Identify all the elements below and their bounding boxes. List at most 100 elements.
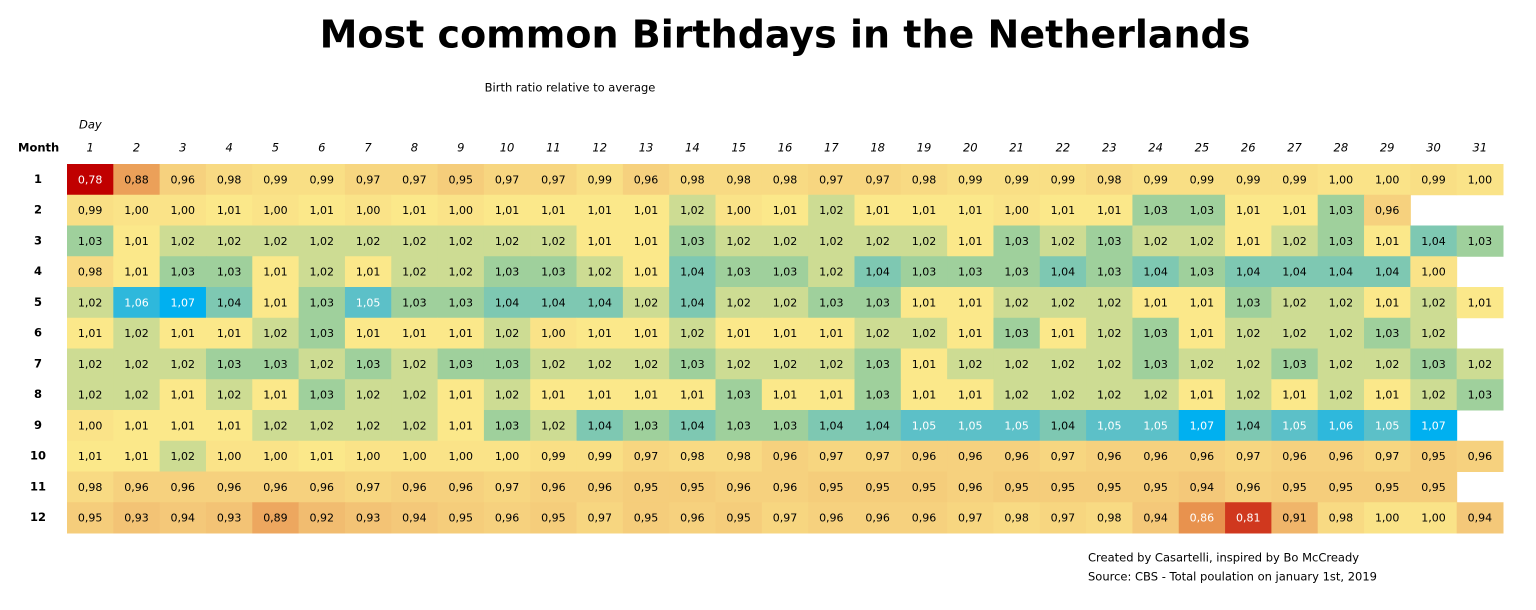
value-label: 1,01: [634, 327, 659, 340]
heatmap-cell: [993, 440, 1041, 472]
heatmap-cell: [1456, 440, 1504, 472]
heatmap-cell: [159, 164, 207, 196]
value-label: 1,02: [1190, 358, 1215, 371]
heatmap-cell: [1410, 348, 1458, 380]
heatmap-cell: [205, 471, 253, 503]
heatmap-cell: [1225, 194, 1272, 226]
heatmap-cell: [808, 348, 855, 380]
value-label: 1,04: [819, 419, 844, 432]
heatmap-cell: [437, 317, 485, 349]
value-label: 0,96: [912, 512, 937, 525]
value-label: 1,02: [541, 358, 566, 371]
value-label: 1,05: [958, 419, 983, 432]
value-label: 1,03: [402, 296, 427, 309]
annotation: Created by Casartelli, inspired by Bo Mc…: [1088, 551, 1359, 565]
value-label: 1,01: [958, 204, 983, 217]
value-label: 0,98: [1004, 512, 1029, 525]
value-label: 1,03: [217, 358, 242, 371]
value-label: 1,02: [263, 327, 288, 340]
value-label: 1,03: [634, 419, 659, 432]
value-label: 1,00: [356, 450, 381, 463]
heatmap-cell: [947, 164, 994, 196]
heatmap-cell: [576, 379, 624, 411]
value-label: 1,02: [495, 389, 520, 402]
heatmap-cell: [622, 287, 670, 319]
heatmap-cell: [947, 471, 994, 503]
heatmap-cell: [437, 164, 485, 196]
value-label: 1,02: [356, 389, 381, 402]
heatmap-cell: [1364, 317, 1411, 349]
value-label: 1,00: [78, 419, 103, 432]
value-label: 1,02: [1051, 358, 1076, 371]
heatmap-cell: [252, 317, 300, 349]
value-label: 0,96: [587, 481, 612, 494]
heatmap-cell: [947, 348, 994, 380]
value-label: 1,07: [171, 296, 196, 309]
heatmap-cell: [1364, 225, 1411, 257]
heatmap-cell: [530, 410, 578, 442]
heatmap-cell: [669, 194, 717, 226]
value-label: 0,97: [865, 173, 890, 186]
value-label: 1,04: [865, 266, 890, 279]
heatmap-cell: [1178, 194, 1226, 226]
heatmap-cell: [1086, 194, 1133, 226]
heatmap-cell: [483, 256, 531, 288]
heatmap-cell: [483, 410, 531, 442]
heatmap-cell: [437, 502, 485, 534]
value-label: 0,96: [958, 450, 983, 463]
heatmap-cell: [993, 256, 1041, 288]
value-label: 1,02: [495, 327, 520, 340]
value-label: 1,01: [541, 204, 566, 217]
value-label: 1,02: [726, 235, 751, 248]
value-label: 1,03: [1236, 296, 1261, 309]
value-label: 0,96: [310, 481, 335, 494]
value-label: 0,99: [1190, 173, 1215, 186]
value-label: 1,01: [402, 204, 427, 217]
heatmap-cell: [1132, 410, 1180, 442]
heatmap-cell: [113, 410, 161, 442]
value-label: 1,02: [1097, 389, 1122, 402]
value-label: 1,01: [634, 389, 659, 402]
value-label: 1,07: [1421, 419, 1446, 432]
heatmap-cell: [622, 317, 670, 349]
value-label: 1,02: [310, 266, 335, 279]
value-label: 0,95: [1282, 481, 1307, 494]
value-label: 0,98: [1329, 512, 1354, 525]
heatmap-cell: [854, 440, 902, 472]
heatmap-cell: [113, 502, 161, 534]
value-label: 0,93: [356, 512, 381, 525]
value-label: 1,04: [217, 296, 242, 309]
value-label: 0,86: [1190, 512, 1215, 525]
heatmap-cell: [298, 410, 346, 442]
heatmap-cell: [252, 471, 300, 503]
value-label: 1,00: [356, 204, 381, 217]
heatmap-cell: [483, 502, 531, 534]
heatmap-cell: [1410, 440, 1458, 472]
heatmap-cell: [67, 194, 114, 226]
heatmap-cell: [159, 502, 207, 534]
heatmap-cell: [483, 379, 531, 411]
heatmap-cell: [900, 164, 948, 196]
heatmap-cell: [947, 225, 994, 257]
value-label: 0,99: [541, 450, 566, 463]
value-label: 1,02: [356, 235, 381, 248]
heatmap-cell: [113, 256, 161, 288]
heatmap-cell: [808, 471, 855, 503]
value-label: 1,05: [1143, 419, 1168, 432]
x-tick-label: 21: [1009, 141, 1024, 155]
value-label: 1,04: [1051, 419, 1076, 432]
heatmap-cell: [1317, 410, 1365, 442]
value-label: 1,01: [124, 419, 149, 432]
heatmap-cell: [1178, 410, 1226, 442]
value-label: 1,04: [1236, 266, 1261, 279]
heatmap-cell: [900, 440, 948, 472]
value-label: 0,97: [819, 450, 844, 463]
heatmap-cell: [391, 164, 439, 196]
heatmap-cell: [993, 502, 1041, 534]
value-label: 0,91: [1282, 512, 1307, 525]
x-tick-label: 1: [86, 141, 93, 155]
value-label: 1,01: [448, 327, 473, 340]
value-label: 0,99: [587, 450, 612, 463]
heatmap-cell: [1225, 440, 1272, 472]
value-label: 1,03: [1097, 266, 1122, 279]
